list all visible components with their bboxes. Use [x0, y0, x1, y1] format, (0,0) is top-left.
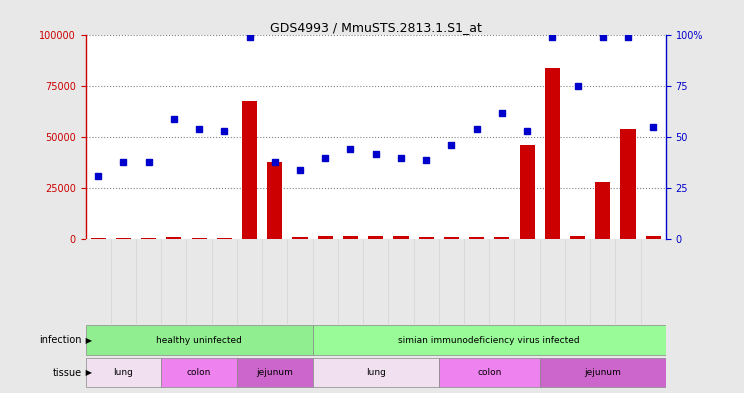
Text: ▶: ▶ — [83, 336, 92, 345]
Bar — [312, 325, 666, 355]
Bar — [167, 237, 182, 239]
Bar — [368, 236, 383, 239]
Text: jejunum: jejunum — [257, 368, 293, 377]
Text: jejunum: jejunum — [584, 368, 621, 377]
Bar — [469, 237, 484, 239]
Bar — [237, 358, 312, 387]
Text: colon: colon — [187, 368, 211, 377]
Bar — [439, 358, 539, 387]
Bar — [217, 238, 232, 239]
Bar — [343, 236, 358, 239]
Text: lung: lung — [366, 368, 385, 377]
Bar — [141, 238, 156, 239]
Bar — [86, 358, 161, 387]
Bar — [191, 238, 207, 239]
Text: infection: infection — [39, 335, 82, 345]
Text: ▶: ▶ — [83, 368, 92, 377]
Bar — [545, 68, 560, 239]
Bar — [519, 145, 535, 239]
Bar — [494, 237, 510, 239]
Text: healthy uninfected: healthy uninfected — [156, 336, 242, 345]
Bar — [570, 236, 585, 239]
Bar — [312, 358, 439, 387]
Bar — [318, 236, 333, 239]
Bar — [539, 358, 666, 387]
Bar — [116, 238, 131, 239]
Text: lung: lung — [114, 368, 133, 377]
Title: GDS4993 / MmuSTS.2813.1.S1_at: GDS4993 / MmuSTS.2813.1.S1_at — [270, 21, 481, 34]
Bar — [267, 162, 283, 239]
Bar — [620, 129, 635, 239]
Bar — [86, 325, 312, 355]
Bar — [394, 236, 408, 239]
Bar — [595, 182, 610, 239]
Text: simian immunodeficiency virus infected: simian immunodeficiency virus infected — [399, 336, 580, 345]
Bar — [292, 237, 307, 239]
Bar — [444, 237, 459, 239]
Bar — [91, 238, 106, 239]
Bar — [646, 236, 661, 239]
Text: colon: colon — [477, 368, 501, 377]
Bar — [242, 101, 257, 239]
Bar — [161, 358, 237, 387]
Bar — [419, 237, 434, 239]
Text: tissue: tissue — [53, 368, 82, 378]
